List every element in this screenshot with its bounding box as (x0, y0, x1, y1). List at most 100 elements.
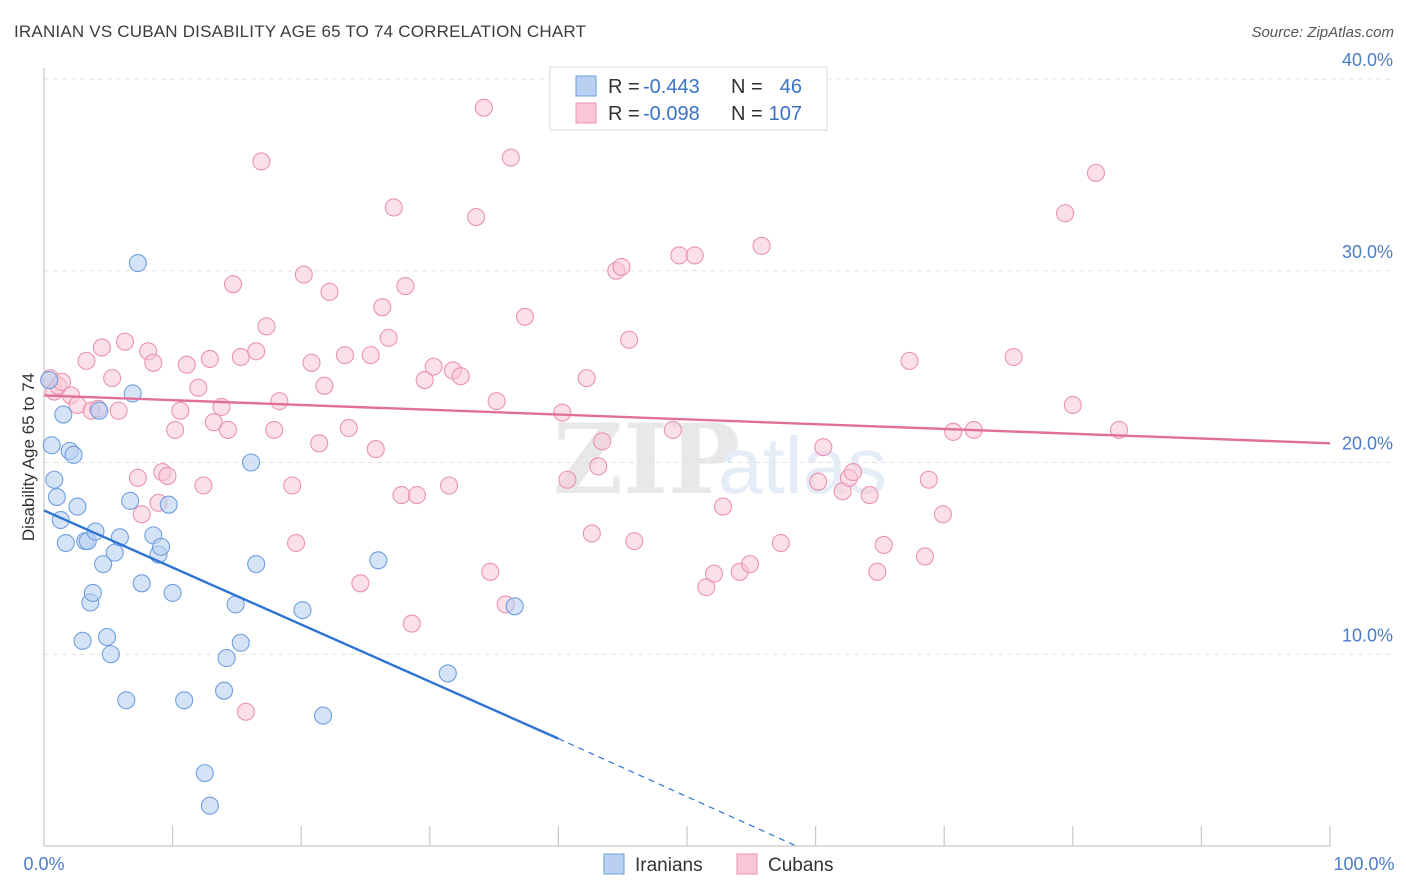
legend-top: R = -0.443 N = 46 R = -0.098 N = 107 (549, 66, 828, 131)
cubans-point (373, 298, 392, 317)
cubans-point (392, 486, 411, 505)
x-tick-label-left: 0.0% (23, 854, 64, 874)
iranians-point (247, 555, 266, 574)
cubans-point (814, 438, 833, 457)
cubans-point (487, 392, 506, 411)
cubans-point (144, 353, 163, 372)
iranians-point (83, 583, 102, 602)
cubans-point (900, 351, 919, 370)
cubans-point (474, 98, 493, 117)
iranians-point (151, 537, 171, 556)
cubans-point (553, 403, 572, 422)
cubans-point (294, 265, 313, 284)
cubans-point (223, 275, 243, 294)
cubans-point (379, 328, 398, 347)
legend-r-label-cubans: R = (608, 103, 640, 125)
iranians-point (90, 401, 109, 420)
cubans-point (515, 307, 535, 326)
cubans-point (115, 332, 135, 351)
iranians-point (231, 633, 250, 652)
cubans-point (1063, 395, 1082, 415)
cubans-point (171, 401, 190, 420)
cubans-trend-line (43, 394, 1331, 445)
cubans-point (697, 578, 716, 597)
iranians-point (293, 601, 312, 620)
iranians-series (40, 254, 524, 815)
iranians-point (56, 533, 75, 553)
cubans-point (132, 505, 151, 524)
cubans-point (247, 342, 266, 361)
cubans-point (204, 413, 223, 432)
cubans-point (128, 468, 147, 487)
cubans-point (252, 152, 271, 171)
iranians-point (175, 691, 194, 710)
iranians-point (105, 543, 124, 562)
cubans-point (402, 614, 421, 633)
cubans-point (396, 277, 415, 296)
cubans-point (1004, 347, 1023, 367)
cubans-point (558, 470, 577, 489)
cubans-point (415, 370, 434, 390)
iranians-point (159, 495, 178, 514)
legend-n-value-cubans: 107 (769, 103, 802, 125)
y-tick-label: 10.0% (1342, 625, 1393, 645)
cubans-point (868, 562, 887, 581)
cubans-point (713, 497, 733, 516)
y-tick-labels: 10.0% 20.0% 30.0% 40.0% (1342, 50, 1393, 645)
iranians-point (438, 664, 457, 683)
cubans-point (384, 198, 403, 217)
iranians-point (45, 470, 64, 489)
cubans-point (582, 524, 601, 543)
legend-r-value-cubans: -0.098 (643, 103, 700, 125)
cubans-point (283, 476, 302, 495)
cubans-point (467, 208, 486, 227)
cubans-point (919, 470, 938, 489)
iranians-point (73, 631, 92, 650)
cubans-point (612, 257, 631, 276)
cubans-point (103, 369, 122, 388)
y-tick-label: 30.0% (1342, 242, 1393, 262)
source-label: Source: ZipAtlas.com (1251, 24, 1394, 41)
legend-bottom: Iranians Cubans (603, 853, 834, 876)
cubans-point (92, 338, 111, 357)
cubans-point (257, 317, 276, 336)
iranians-point (94, 555, 113, 574)
cubans-point (109, 401, 128, 420)
legend-r-label-iranians: R = (608, 76, 640, 98)
iranians-point (101, 645, 120, 664)
cubans-point (315, 376, 334, 395)
cubans-point (335, 346, 354, 365)
cubans-point (270, 392, 289, 411)
legend-n-label-iranians: N = (731, 76, 763, 98)
iranians-point (68, 497, 87, 516)
cubans-point (361, 346, 380, 365)
bottom-legend-label-iranians: Iranians (635, 855, 703, 876)
cubans-point (200, 349, 219, 369)
cubans-point (620, 330, 639, 349)
bottom-legend-swatch-iranians (603, 853, 625, 875)
trend-lines (43, 394, 1331, 847)
x-axis-ticks (172, 826, 1331, 846)
cubans-point (194, 476, 213, 495)
cubans-point (320, 282, 339, 301)
bottom-legend-swatch-cubans (736, 853, 758, 875)
cubans-point (670, 246, 689, 265)
cubans-point (1086, 163, 1105, 183)
iranians-point (217, 649, 236, 668)
cubans-point (218, 420, 237, 439)
cubans-point (944, 422, 963, 441)
cubans-point (189, 378, 208, 397)
iranians-point (128, 254, 147, 273)
cubans-point (593, 432, 612, 451)
cubans-point (915, 547, 934, 566)
cubans-point (177, 355, 196, 374)
iranians-point (64, 445, 83, 464)
cubans-point (310, 434, 329, 453)
cubans-point (740, 555, 760, 574)
cubans-point (771, 533, 790, 553)
cubans-point (77, 351, 96, 370)
cubans-point (481, 562, 500, 581)
y-tick-label: 20.0% (1342, 434, 1393, 454)
iranians-point (214, 681, 234, 700)
